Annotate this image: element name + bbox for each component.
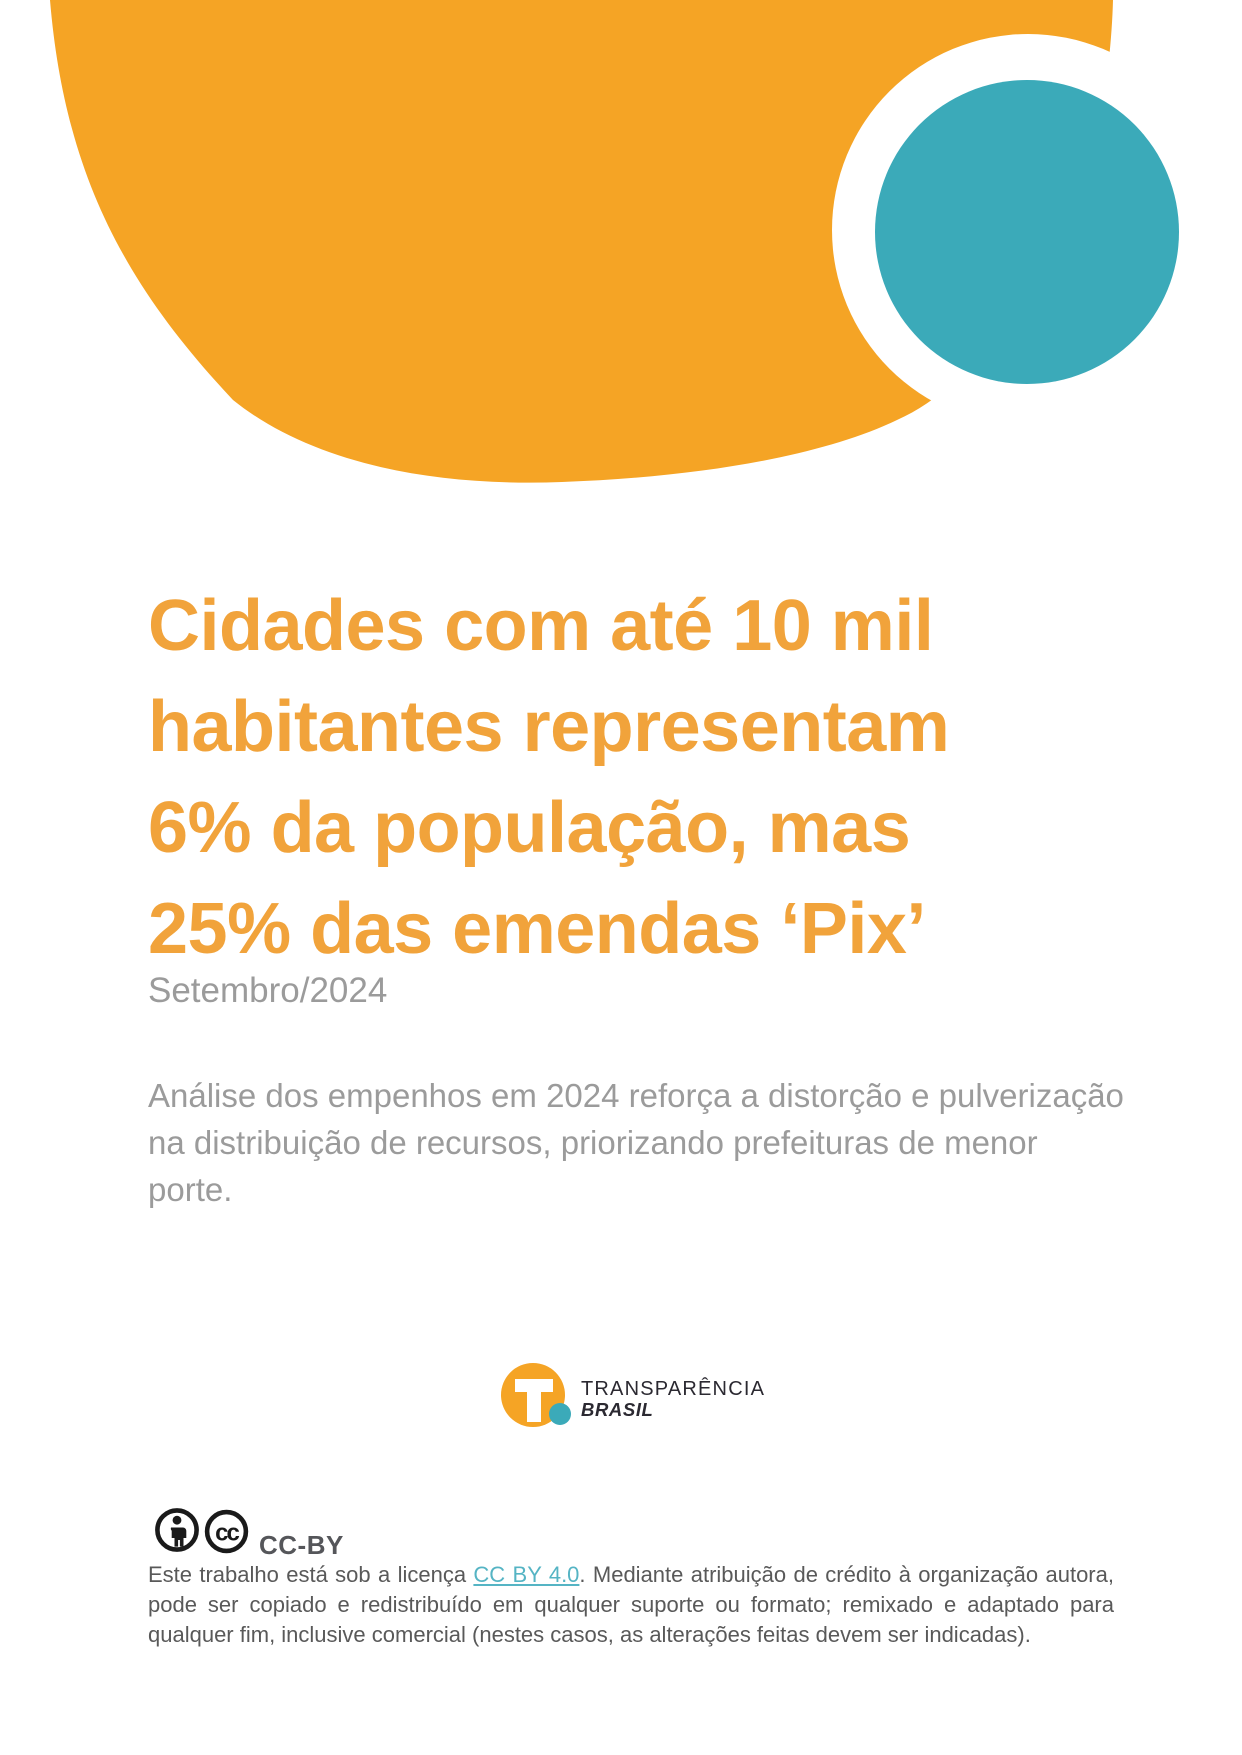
page-title: Cidades com até 10 mil habitantes repres… — [148, 586, 950, 969]
cover-date: Setembro/2024 — [148, 971, 388, 1010]
creative-commons-icon: cc — [204, 1509, 249, 1554]
license-paragraph: Este trabalho está sob a licença CC BY 4… — [148, 1560, 1114, 1650]
teal-circle — [875, 80, 1179, 384]
cc-by-license-link[interactable]: CC BY 4.0 — [473, 1562, 580, 1587]
logo-t-stem — [527, 1379, 541, 1422]
logo-name-line2: BRASIL — [581, 1399, 654, 1420]
attribution-person-icon — [155, 1508, 199, 1552]
license-text-before-link: Este trabalho está sob a licença — [148, 1562, 474, 1587]
transparencia-brasil-logo-icon — [501, 1363, 571, 1427]
orange-blob-shape — [50, 0, 1113, 483]
license-label: CC-BY — [259, 1530, 344, 1560]
license-icons: cc — [155, 1508, 249, 1554]
logo-teal-dot — [549, 1403, 571, 1425]
cover-header-graphics — [50, 0, 1224, 483]
logo-wordmark: TRANSPARÊNCIA BRASIL — [581, 1379, 841, 1420]
cc-glyph: cc — [215, 1520, 239, 1547]
cover-subtitle: Análise dos empenhos em 2024 reforça a d… — [148, 1077, 1124, 1208]
license-text-after-link: . Mediante atribuição de crédito à organ… — [148, 1562, 1114, 1647]
logo-name-line1: TRANSPARÊNCIA — [581, 1378, 766, 1400]
